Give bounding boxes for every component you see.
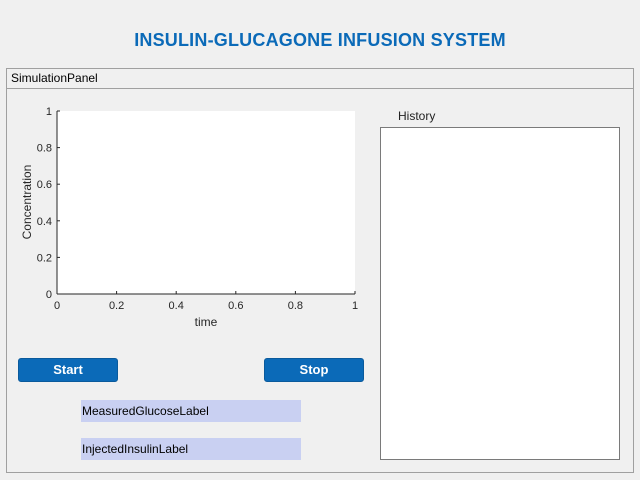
history-title: History — [398, 109, 436, 123]
x-tick-label: 0.8 — [288, 300, 303, 312]
x-axis-label: time — [195, 315, 218, 329]
history-textarea[interactable] — [380, 127, 620, 460]
start-button[interactable]: Start — [18, 358, 118, 382]
x-tick-label: 0.6 — [228, 300, 243, 312]
x-tick-label: 0.2 — [109, 300, 124, 312]
plot-area — [57, 111, 355, 294]
y-tick-label: 1 — [46, 106, 52, 118]
panel-title: SimulationPanel — [7, 69, 633, 89]
x-tick-label: 1 — [352, 300, 358, 312]
stop-button[interactable]: Stop — [264, 358, 364, 382]
y-ticks: 0 0.2 0.4 0.6 0.8 1 — [37, 106, 60, 301]
x-tick-label: 0.4 — [169, 300, 184, 312]
concentration-plot[interactable]: 0 0.2 0.4 0.6 0.8 1 0 0.2 0.4 0.6 0.8 1 time Conce… — [10, 100, 370, 330]
app-title: INSULIN-GLUCAGONE INFUSION SYSTEM — [134, 30, 506, 50]
y-tick-label: 0.8 — [37, 143, 52, 155]
x-ticks: 0 0.2 0.4 0.6 0.8 1 — [54, 291, 358, 312]
y-tick-label: 0 — [46, 289, 52, 301]
y-tick-label: 0.6 — [37, 179, 52, 191]
injected-insulin-label: InjectedInsulinLabel — [81, 438, 301, 460]
y-axis-label: Concentration — [20, 165, 34, 240]
measured-glucose-label: MeasuredGlucoseLabel — [81, 400, 301, 422]
y-tick-label: 0.4 — [37, 216, 52, 228]
y-tick-label: 0.2 — [37, 252, 52, 264]
x-tick-label: 0 — [54, 300, 60, 312]
